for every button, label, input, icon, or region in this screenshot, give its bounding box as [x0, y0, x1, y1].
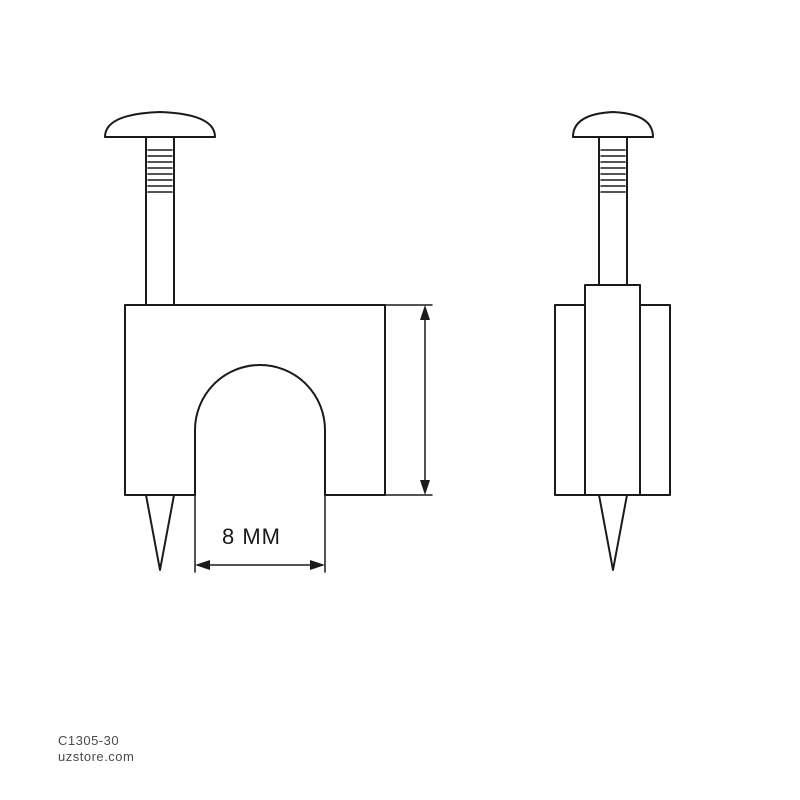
- technical-drawing: [0, 0, 800, 800]
- product-code: C1305-30: [58, 733, 119, 748]
- v-arrow-up: [420, 305, 430, 320]
- dimension-label: 8 MM: [222, 524, 281, 550]
- clip-body-front: [125, 305, 385, 495]
- v-arrow-down: [420, 480, 430, 495]
- side-view: [555, 112, 670, 570]
- nail-tip-side: [599, 495, 627, 570]
- h-arrow-left: [195, 560, 210, 570]
- clip-channel-side: [585, 285, 640, 495]
- nail-tip-front: [146, 495, 174, 570]
- nail-shaft-side: [599, 137, 627, 285]
- h-arrow-right: [310, 560, 325, 570]
- nail-head-front: [105, 112, 215, 137]
- site-label: uzstore.com: [58, 749, 134, 764]
- nail-head-side: [573, 112, 653, 137]
- front-view: [105, 112, 385, 570]
